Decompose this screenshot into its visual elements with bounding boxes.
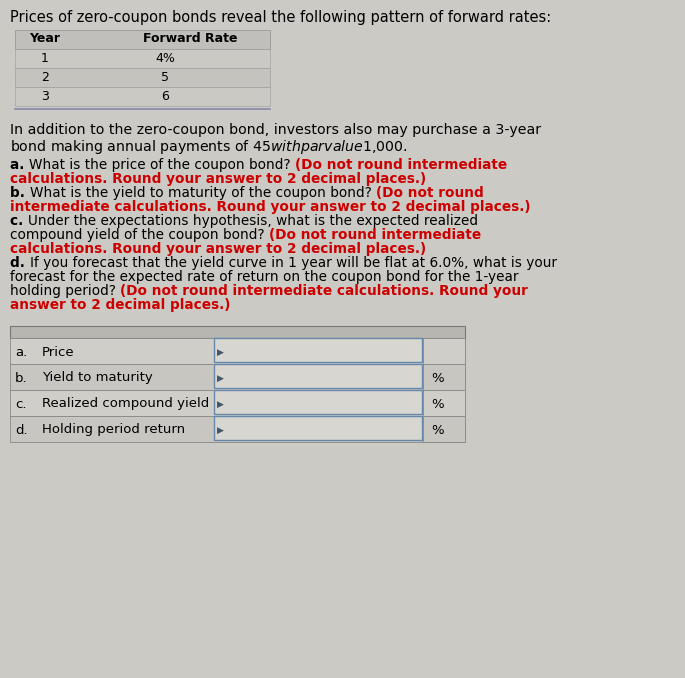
Bar — [15, 68, 270, 87]
Text: In addition to the zero-coupon bond, investors also may purchase a 3-year: In addition to the zero-coupon bond, inv… — [10, 123, 541, 137]
Text: 5: 5 — [161, 71, 169, 84]
Text: Under the expectations hypothesis, what is the expected realized: Under the expectations hypothesis, what … — [28, 214, 478, 228]
Text: ▶: ▶ — [217, 426, 224, 435]
Text: b.: b. — [10, 186, 29, 200]
Text: %: % — [431, 372, 444, 384]
Text: Yield to maturity: Yield to maturity — [42, 372, 153, 384]
Text: If you forecast that the yield curve in 1 year will be flat at 6.0%, what is you: If you forecast that the yield curve in … — [29, 256, 557, 270]
Text: Holding period return: Holding period return — [42, 424, 185, 437]
Text: What is the yield to maturity of the coupon bond?: What is the yield to maturity of the cou… — [29, 186, 376, 200]
Text: 3: 3 — [41, 90, 49, 103]
Bar — [10, 364, 465, 390]
Text: Prices of zero-coupon bonds reveal the following pattern of forward rates:: Prices of zero-coupon bonds reveal the f… — [10, 10, 551, 25]
Text: (Do not round intermediate: (Do not round intermediate — [269, 228, 481, 242]
Text: bond making annual payments of $45 with par value $1,000.: bond making annual payments of $45 with … — [10, 138, 408, 156]
Bar — [423, 416, 465, 442]
Text: (Do not round: (Do not round — [376, 186, 484, 200]
Text: ▶: ▶ — [217, 374, 224, 382]
Text: b.: b. — [15, 372, 27, 384]
Bar — [423, 338, 465, 364]
Text: a.: a. — [10, 158, 29, 172]
Bar — [214, 390, 422, 414]
Text: a.: a. — [15, 346, 27, 359]
Text: holding period?: holding period? — [10, 284, 121, 298]
Text: d.: d. — [10, 256, 29, 270]
Text: intermediate calculations. Round your answer to 2 decimal places.): intermediate calculations. Round your an… — [10, 200, 530, 214]
Text: ▶: ▶ — [217, 348, 224, 357]
Text: %: % — [431, 424, 444, 437]
Text: c.: c. — [10, 214, 28, 228]
Bar — [10, 338, 465, 364]
Text: c.: c. — [15, 397, 27, 410]
Text: Forward Rate: Forward Rate — [142, 32, 237, 45]
Text: 2: 2 — [41, 71, 49, 84]
Text: compound yield of the coupon bond?: compound yield of the coupon bond? — [10, 228, 269, 242]
Text: 6: 6 — [161, 90, 169, 103]
Text: ▶: ▶ — [217, 399, 224, 409]
Text: 4%: 4% — [155, 52, 175, 65]
Bar — [15, 30, 270, 49]
Bar — [214, 338, 422, 362]
Bar — [214, 416, 422, 440]
Text: forecast for the expected rate of return on the coupon bond for the 1-year: forecast for the expected rate of return… — [10, 270, 519, 284]
Text: Realized compound yield: Realized compound yield — [42, 397, 209, 410]
Bar — [214, 364, 422, 388]
Text: Year: Year — [29, 32, 60, 45]
Text: d.: d. — [15, 424, 27, 437]
Bar — [15, 49, 270, 68]
Text: What is the price of the coupon bond?: What is the price of the coupon bond? — [29, 158, 295, 172]
Text: Price: Price — [42, 346, 75, 359]
Text: (Do not round intermediate: (Do not round intermediate — [295, 158, 508, 172]
Text: calculations. Round your answer to 2 decimal places.): calculations. Round your answer to 2 dec… — [10, 242, 426, 256]
Text: calculations. Round your answer to 2 decimal places.): calculations. Round your answer to 2 dec… — [10, 172, 426, 186]
Bar — [10, 390, 465, 416]
Text: 1: 1 — [41, 52, 49, 65]
Text: %: % — [431, 397, 444, 410]
Bar — [10, 326, 465, 338]
Bar — [423, 390, 465, 416]
Bar — [423, 364, 465, 390]
Bar — [10, 416, 465, 442]
Text: answer to 2 decimal places.): answer to 2 decimal places.) — [10, 298, 230, 312]
Text: (Do not round intermediate calculations. Round your: (Do not round intermediate calculations.… — [121, 284, 528, 298]
Bar — [15, 87, 270, 106]
